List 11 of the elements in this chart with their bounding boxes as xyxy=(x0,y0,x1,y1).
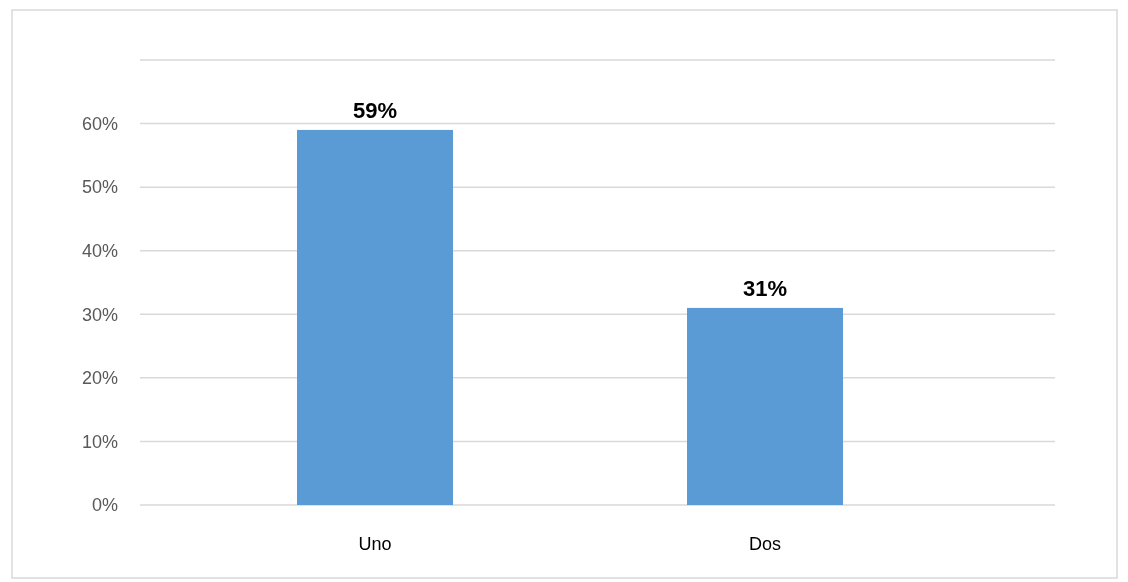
data-label: 59% xyxy=(352,97,398,123)
data-label: 31% xyxy=(742,275,788,301)
y-tick-label: 20% xyxy=(81,368,118,389)
x-tick-label: Dos xyxy=(748,534,782,554)
y-tick-label: 0% xyxy=(91,495,118,516)
y-tick-label: 30% xyxy=(81,304,118,325)
y-tick-label: 40% xyxy=(81,241,118,262)
x-tick-label: Uno xyxy=(358,534,392,554)
y-tick-label: 50% xyxy=(81,177,118,198)
y-tick-label: 10% xyxy=(81,431,118,452)
y-tick-label: 60% xyxy=(81,113,118,134)
